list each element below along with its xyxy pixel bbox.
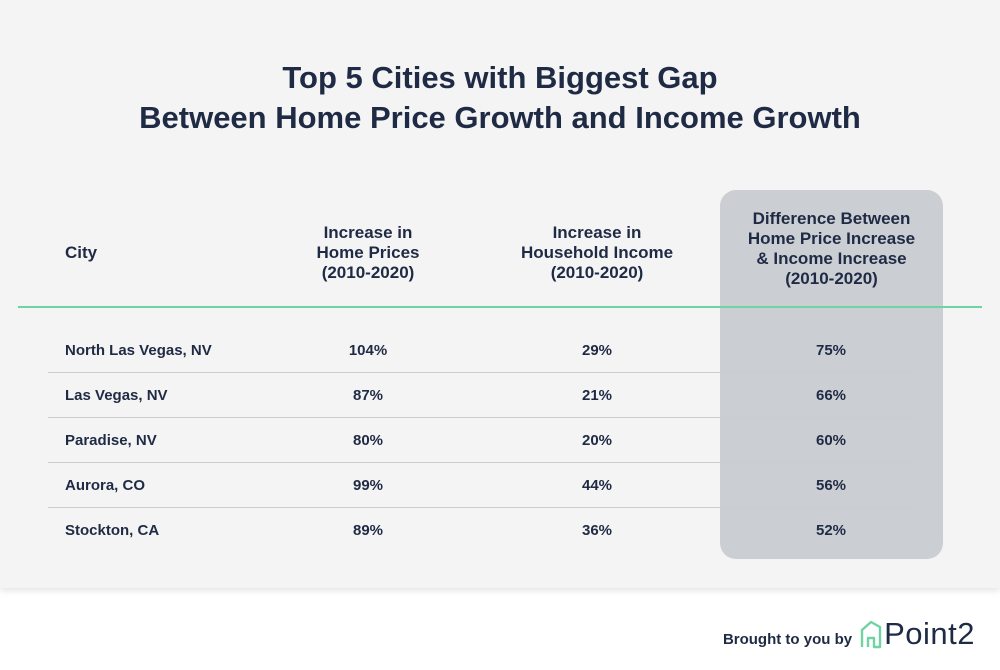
- header-city: City: [65, 243, 97, 263]
- cell-city: Aurora, CO: [65, 477, 146, 494]
- header-household-income: Increase in Household Income (2010-2020): [507, 223, 687, 283]
- header-household-income-line-1: Increase in: [552, 223, 642, 242]
- table-row: Aurora, CO 99% 44% 56%: [48, 463, 916, 508]
- chart-panel: Top 5 Cities with Biggest Gap Between Ho…: [0, 0, 1000, 588]
- cell-income-increase: 44%: [581, 477, 613, 494]
- cell-city: Stockton, CA: [65, 522, 160, 539]
- cell-difference: 66%: [815, 387, 847, 404]
- table-row: Stockton, CA 89% 36% 52%: [48, 508, 916, 553]
- header-difference: Difference Between Home Price Increase &…: [725, 209, 938, 289]
- cell-income-increase: 29%: [581, 342, 613, 359]
- chart-title: Top 5 Cities with Biggest Gap Between Ho…: [0, 58, 1000, 138]
- cell-home-price-increase: 89%: [352, 522, 384, 539]
- point2-logo-text: Point2: [884, 616, 975, 651]
- header-household-income-line-3: (2010-2020): [550, 263, 644, 282]
- cell-income-increase: 20%: [581, 432, 613, 449]
- header-city-label: City: [65, 243, 98, 262]
- highlighted-column-background: [720, 190, 943, 559]
- cell-income-increase: 21%: [581, 387, 613, 404]
- cell-home-price-increase: 87%: [352, 387, 384, 404]
- row-divider: [48, 417, 916, 418]
- header-home-prices-line-1: Increase in: [323, 223, 413, 242]
- row-divider: [48, 507, 916, 508]
- row-divider: [48, 372, 916, 373]
- header-difference-line-3: & Income Increase: [756, 249, 907, 268]
- header-difference-line-1: Difference Between: [752, 209, 911, 228]
- header-difference-line-4: (2010-2020): [785, 269, 878, 288]
- house-outline-icon: [860, 620, 882, 649]
- cell-difference: 60%: [815, 432, 847, 449]
- cell-city: North Las Vegas, NV: [65, 342, 212, 359]
- brought-to-you-by-text: Brought to you by: [722, 630, 853, 648]
- title-line-1: Top 5 Cities with Biggest Gap: [282, 60, 718, 95]
- header-divider: [18, 306, 982, 308]
- header-home-prices-line-2: Home Prices: [316, 243, 420, 262]
- cell-income-increase: 36%: [581, 522, 613, 539]
- header-household-income-line-2: Household Income: [520, 243, 674, 262]
- cell-city: Las Vegas, NV: [65, 387, 168, 404]
- header-home-prices: Increase in Home Prices (2010-2020): [298, 223, 438, 283]
- cell-home-price-increase: 99%: [352, 477, 384, 494]
- header-home-prices-line-3: (2010-2020): [321, 263, 415, 282]
- cell-difference: 52%: [815, 522, 847, 539]
- cell-difference: 56%: [815, 477, 847, 494]
- cell-home-price-increase: 104%: [348, 342, 388, 359]
- table-row: Paradise, NV 80% 20% 60%: [48, 418, 916, 463]
- title-line-2: Between Home Price Growth and Income Gro…: [139, 100, 861, 135]
- header-difference-line-2: Home Price Increase: [747, 229, 916, 248]
- cell-home-price-increase: 80%: [352, 432, 384, 449]
- table-row: North Las Vegas, NV 104% 29% 75%: [48, 328, 916, 373]
- footer: Brought to you by Point2: [723, 614, 975, 654]
- cell-difference: 75%: [815, 342, 847, 359]
- table-row: Las Vegas, NV 87% 21% 66%: [48, 373, 916, 418]
- row-divider: [48, 462, 916, 463]
- cell-city: Paradise, NV: [65, 432, 157, 449]
